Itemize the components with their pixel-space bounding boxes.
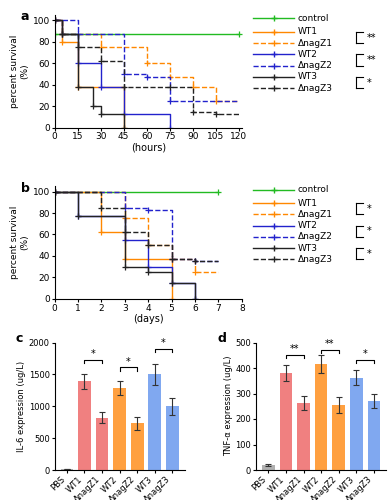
- Text: WT1: WT1: [298, 198, 318, 207]
- Bar: [96, 418, 108, 470]
- Y-axis label: TNF-α expression (ug/L): TNF-α expression (ug/L): [223, 356, 232, 456]
- Text: b: b: [21, 182, 30, 194]
- Text: ΔnagZ1: ΔnagZ1: [298, 38, 333, 48]
- Text: control: control: [298, 14, 330, 23]
- Y-axis label: percent survival
(%): percent survival (%): [10, 206, 30, 279]
- Text: **: **: [290, 344, 300, 354]
- Text: *: *: [363, 349, 367, 359]
- Text: *: *: [91, 349, 96, 359]
- Bar: [78, 382, 91, 470]
- Bar: [367, 401, 380, 470]
- Text: WT3: WT3: [298, 244, 318, 252]
- Bar: [332, 405, 345, 470]
- Text: **: **: [325, 339, 335, 349]
- Text: WT2: WT2: [298, 50, 318, 59]
- Text: control: control: [298, 185, 330, 194]
- Text: **: **: [367, 55, 377, 65]
- Bar: [166, 406, 179, 470]
- Bar: [280, 373, 292, 470]
- X-axis label: (days): (days): [133, 314, 163, 324]
- Bar: [262, 465, 275, 470]
- Text: ΔnagZ1: ΔnagZ1: [298, 210, 333, 219]
- Text: *: *: [367, 78, 372, 88]
- X-axis label: (hours): (hours): [131, 143, 166, 153]
- Text: WT2: WT2: [298, 221, 318, 230]
- Text: *: *: [126, 356, 131, 366]
- Text: *: *: [367, 249, 372, 259]
- Y-axis label: percent survival
(%): percent survival (%): [10, 34, 30, 108]
- Text: a: a: [21, 10, 29, 24]
- Bar: [297, 403, 310, 470]
- Bar: [60, 469, 73, 470]
- Bar: [113, 388, 126, 470]
- Text: WT1: WT1: [298, 28, 318, 36]
- Text: ΔnagZ2: ΔnagZ2: [298, 232, 333, 241]
- Text: *: *: [367, 226, 372, 236]
- Bar: [315, 364, 328, 470]
- Text: ΔnagZ3: ΔnagZ3: [298, 255, 333, 264]
- Text: ΔnagZ3: ΔnagZ3: [298, 84, 333, 92]
- Text: WT3: WT3: [298, 72, 318, 82]
- Text: **: **: [367, 32, 377, 42]
- Bar: [350, 378, 363, 470]
- Bar: [149, 374, 161, 470]
- Text: c: c: [16, 332, 23, 345]
- Text: *: *: [367, 204, 372, 214]
- Text: d: d: [217, 332, 226, 345]
- Text: *: *: [161, 338, 166, 348]
- Text: ΔnagZ2: ΔnagZ2: [298, 61, 333, 70]
- Y-axis label: IL-6 expression (ug/L): IL-6 expression (ug/L): [17, 360, 26, 452]
- Bar: [131, 424, 144, 470]
